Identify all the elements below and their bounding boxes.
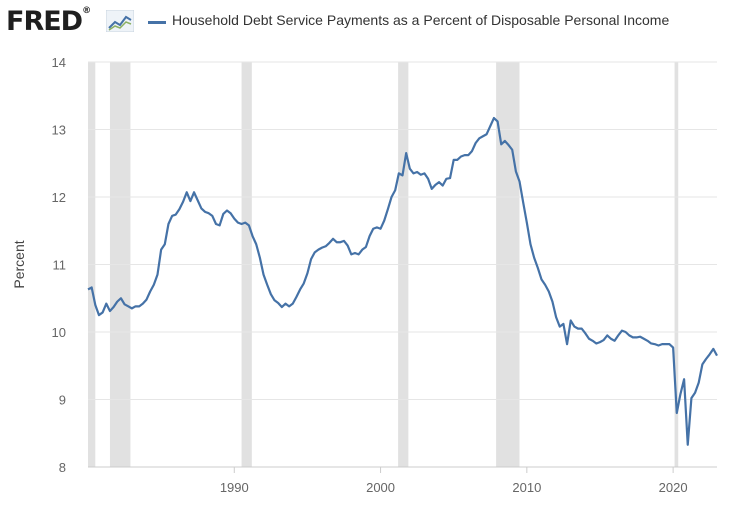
x-tick-label-2020: 2020 [659, 480, 688, 495]
y-axis-ticks: 8 9 10 11 12 13 14 [52, 55, 66, 475]
x-tick-label-1990: 1990 [220, 480, 249, 495]
registered-mark: ® [82, 6, 91, 16]
y-tick-label-8: 8 [59, 460, 66, 475]
y-tick-label-9: 9 [59, 393, 66, 408]
fred-logo-text: FRED [6, 6, 83, 37]
legend-series-label[interactable]: Household Debt Service Payments as a Per… [172, 12, 670, 28]
x-axis-ticks: 1990 2000 2010 2020 [220, 467, 688, 495]
series-lines [87, 116, 718, 446]
x-tick-label-2010: 2010 [512, 480, 541, 495]
y-tick-label-12: 12 [52, 190, 66, 205]
fred-chart-icon [106, 10, 134, 32]
series-line-0 [87, 116, 718, 446]
y-tick-label-13: 13 [52, 123, 66, 138]
chart-header: FRED® Household Debt Service Payments as… [0, 0, 734, 44]
fred-logo[interactable]: FRED® [6, 6, 91, 37]
legend-swatch [148, 21, 166, 24]
y-tick-label-11: 11 [53, 258, 67, 273]
x-tick-label-2000: 2000 [366, 480, 395, 495]
y-tick-label-10: 10 [52, 325, 66, 340]
y-tick-label-14: 14 [52, 55, 66, 70]
y-axis-label: Percent [11, 240, 27, 288]
